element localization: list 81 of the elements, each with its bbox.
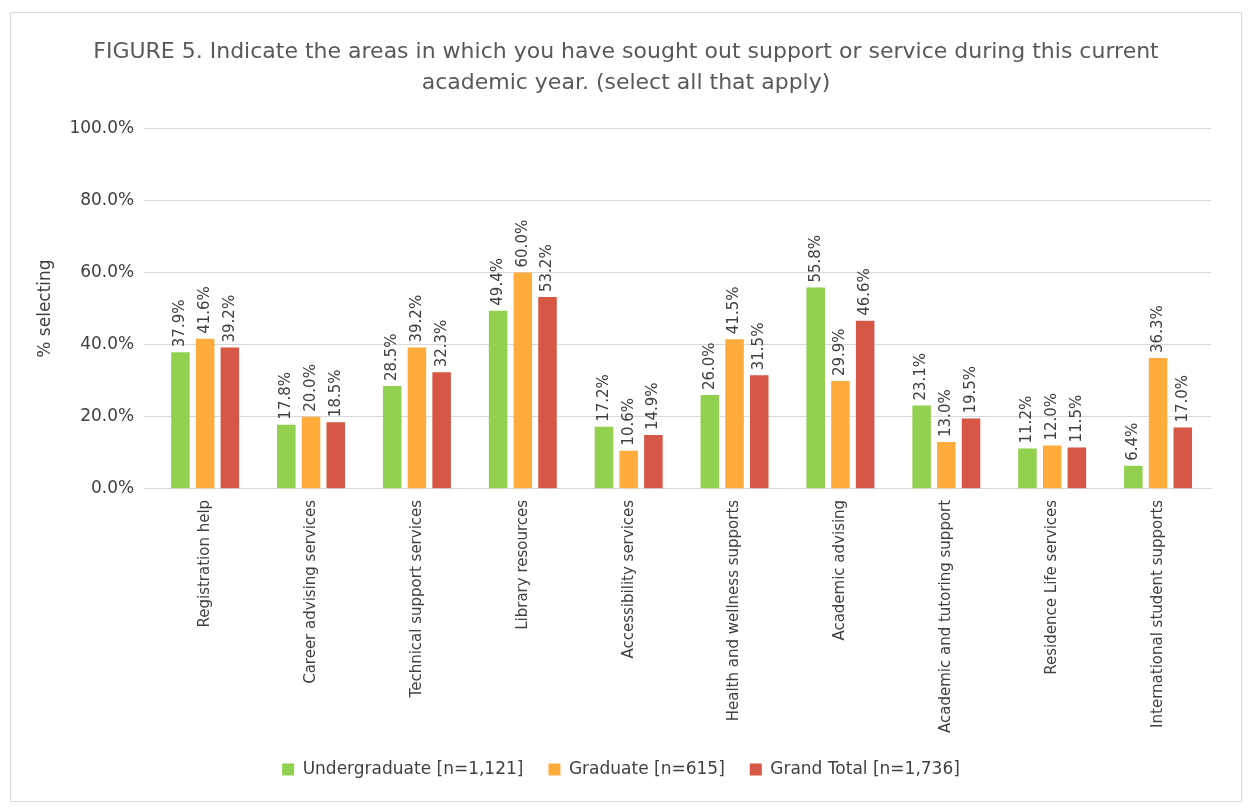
data-label: 29.9% [830, 328, 849, 377]
bar [725, 339, 744, 489]
bar [488, 310, 508, 489]
data-label: 41.5% [724, 286, 743, 335]
bar [301, 416, 321, 489]
data-label: 31.5% [749, 322, 768, 371]
data-label: 23.1% [911, 352, 930, 401]
data-label: 60.0% [512, 219, 531, 268]
data-label: 32.3% [431, 319, 450, 368]
bar [538, 296, 557, 489]
data-label: 39.2% [219, 294, 238, 343]
bar [961, 418, 981, 489]
data-label: 36.3% [1147, 305, 1166, 353]
data-label: 13.0% [936, 389, 955, 437]
data-label: 53.2% [537, 244, 556, 292]
chart-title: FIGURE 5. Indicate the areas in which you have sought out support or service during this current academic year. (select all that apply) [92, 37, 1160, 96]
legend-label: Graduate [n=615] [568, 757, 725, 778]
y-axis-title: % selecting [33, 259, 54, 358]
y-tick-label: 60.0% [80, 260, 135, 281]
data-label: 37.9% [170, 299, 189, 348]
legend-label: Undergraduate [n=1,121] [302, 757, 524, 778]
bar [644, 435, 663, 489]
data-label: 55.8% [805, 234, 824, 283]
data-label: 41.6% [195, 286, 214, 334]
x-tick-label: Health and wellness supports [724, 499, 743, 722]
bar [432, 372, 451, 489]
bar [326, 422, 346, 489]
x-tick-label: Career advising services [300, 499, 319, 684]
bar [407, 347, 427, 489]
data-label: 10.6% [618, 397, 637, 446]
x-tick-label: Residence Life services [1042, 499, 1061, 675]
bar [513, 272, 533, 489]
data-label: 20.0% [300, 364, 319, 412]
y-tick-label: 20.0% [80, 405, 135, 426]
data-label: 28.5% [382, 333, 401, 382]
bar [806, 287, 825, 489]
bar [1018, 448, 1037, 489]
bar [831, 381, 850, 489]
x-tick-label: Academic advising [830, 499, 849, 641]
x-tick-label: Academic and tutoring support [936, 499, 955, 733]
bar [277, 424, 296, 489]
y-tick-label: 40.0% [80, 333, 135, 354]
bar [749, 375, 769, 489]
bar [1042, 445, 1062, 489]
x-tick-label: Accessibility services [618, 499, 637, 659]
bar [220, 347, 240, 489]
bar [619, 450, 638, 489]
bar [382, 386, 402, 489]
data-label: 12.0% [1042, 392, 1061, 441]
x-tick-label: Technical support services [406, 499, 425, 699]
data-label: 17.2% [593, 374, 612, 422]
data-label: 46.6% [855, 268, 874, 316]
legend-label: Grand Total [n=1,736] [770, 757, 960, 778]
x-tick-label: International student supports [1147, 499, 1166, 728]
bar [1067, 447, 1087, 489]
data-label: 26.0% [699, 342, 718, 391]
y-tick-label: 100.0% [69, 116, 135, 137]
data-label: 11.2% [1017, 395, 1036, 444]
data-label: 6.4% [1123, 422, 1142, 461]
data-label: 11.5% [1066, 394, 1085, 443]
bar [1124, 465, 1143, 489]
y-tick-label: 80.0% [80, 188, 135, 209]
bar [700, 395, 720, 489]
bar [1148, 357, 1168, 489]
data-label: 14.9% [643, 382, 662, 431]
x-tick-label: Library resources [512, 499, 531, 630]
bar [195, 338, 215, 489]
bar [171, 352, 190, 489]
data-label: 18.5% [325, 369, 344, 418]
data-label: 17.8% [276, 372, 295, 420]
bar [912, 405, 931, 489]
data-label: 49.4% [487, 258, 506, 306]
bar [937, 441, 956, 489]
bar [1173, 427, 1193, 489]
data-label: 17.0% [1172, 374, 1191, 423]
data-label: 19.5% [960, 365, 979, 414]
x-tick-label: Registration help [195, 499, 214, 628]
data-label: 39.2% [406, 294, 425, 343]
bar [594, 426, 614, 489]
y-tick-label: 0.0% [91, 477, 135, 498]
bar [855, 320, 875, 489]
